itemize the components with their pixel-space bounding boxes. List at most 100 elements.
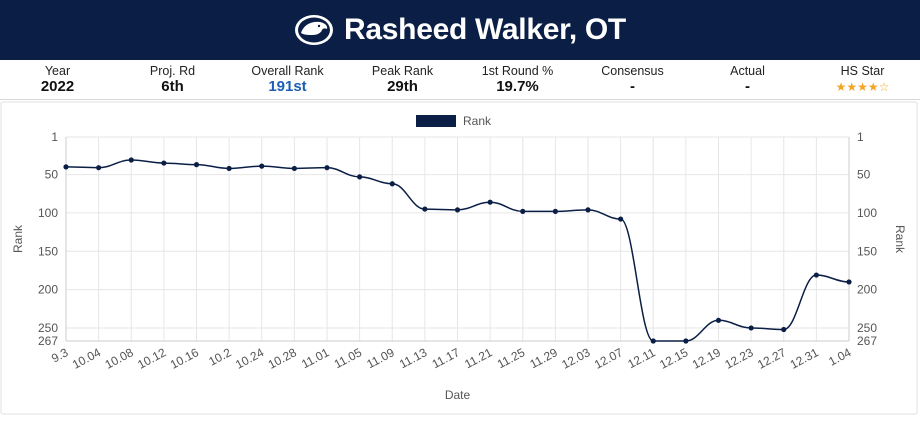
y-tick-label-right: 1 xyxy=(857,130,864,144)
x-tick-label: 12.15 xyxy=(657,345,690,372)
rank-data-point xyxy=(454,207,461,213)
stat-value: 191st xyxy=(268,78,307,95)
rank-data-point xyxy=(291,165,297,172)
legend-swatch xyxy=(416,115,456,127)
star-filled-icon: ★ xyxy=(835,80,847,94)
stat-label: Year xyxy=(44,64,71,78)
stat-first-round-pct: 1st Round % 19.7% xyxy=(460,60,575,99)
y-tick-label-right: 150 xyxy=(857,244,877,258)
rank-data-point xyxy=(618,216,624,222)
y-tick-label-left: 250 xyxy=(38,321,58,335)
rank-data-point xyxy=(552,208,558,214)
rank-data-point xyxy=(324,165,330,171)
stat-label: HS Star xyxy=(840,64,885,78)
y-tick-label-right: 250 xyxy=(857,321,877,335)
x-tick-label: 12.07 xyxy=(592,345,625,372)
stat-label: Proj. Rd xyxy=(149,64,196,78)
rank-data-point xyxy=(487,199,493,205)
stat-value: - xyxy=(630,78,635,95)
x-tick-label: 11.13 xyxy=(397,345,430,371)
x-tick-label: 10.16 xyxy=(168,345,201,372)
x-tick-label: 1.04 xyxy=(826,345,853,368)
rank-data-point xyxy=(422,206,428,212)
x-tick-label: 10.2 xyxy=(206,345,233,368)
header-banner: Rasheed Walker, OT xyxy=(0,0,920,60)
rank-data-point xyxy=(683,338,689,344)
x-tick-label: 11.09 xyxy=(364,345,397,371)
x-tick-label: 11.05 xyxy=(332,345,365,371)
stat-value: 19.7% xyxy=(496,78,539,95)
rank-chart: 1 1 50 50 100 100 150 150 200 200 250 250 267 267 9.3 1… xyxy=(0,101,920,418)
stat-label: Overall Rank xyxy=(251,64,324,78)
stat-consensus: Consensus - xyxy=(575,60,690,99)
rank-data-point xyxy=(748,325,754,331)
y-axis-title-right: Rank xyxy=(893,225,907,254)
x-tick-label: 12.23 xyxy=(722,345,755,372)
stat-value: 2022 xyxy=(40,78,75,95)
star-rating: ★★★★☆ xyxy=(836,78,890,96)
star-filled-icon: ★ xyxy=(857,80,868,94)
y-tick-label-left: 100 xyxy=(38,206,58,220)
stat-value: 29th xyxy=(387,78,418,95)
rank-data-point xyxy=(781,326,787,333)
y-tick-label-right: 200 xyxy=(857,283,877,297)
stat-label: Actual xyxy=(730,64,765,78)
y-tick-label-right: 100 xyxy=(857,206,877,220)
y-tick-label-right: 50 xyxy=(857,168,871,182)
legend-label: Rank xyxy=(463,114,492,128)
y-tick-label-left: 200 xyxy=(38,283,58,297)
y-tick-label-left: 150 xyxy=(38,244,58,258)
x-tick-label: 10.12 xyxy=(135,345,168,372)
rank-data-point xyxy=(128,157,134,163)
x-axis-title: Date xyxy=(445,388,471,402)
stat-hs-star: HS Star ★★★★☆ xyxy=(805,60,920,99)
x-tick-label: 12.19 xyxy=(690,345,723,372)
rank-data-point xyxy=(715,317,722,323)
x-tick-label: 11.29 xyxy=(527,345,560,371)
rank-data-point xyxy=(96,165,102,171)
rank-data-point xyxy=(259,163,265,169)
stats-bar: Year 2022 Proj. Rd 6th Overall Rank 191s… xyxy=(0,60,920,100)
rank-data-point xyxy=(389,181,395,187)
x-tick-label: 12.27 xyxy=(755,345,788,372)
star-filled-icon: ★ xyxy=(867,80,879,94)
rank-data-point xyxy=(63,164,69,170)
x-tick-label: 11.21 xyxy=(462,345,495,371)
x-tick-label: 10.28 xyxy=(266,345,299,372)
rank-data-point xyxy=(813,272,819,278)
rank-data-point xyxy=(161,160,167,166)
x-tick-label: 9.3 xyxy=(49,345,71,365)
rank-data-point xyxy=(585,207,591,213)
x-tick-label: 12.03 xyxy=(559,345,592,372)
header-inner: Rasheed Walker, OT xyxy=(294,13,626,47)
stat-peak-rank: Peak Rank 29th xyxy=(345,60,460,99)
x-tick-label: 12.31 xyxy=(788,345,821,372)
rank-data-point xyxy=(357,174,363,180)
y-tick-label-left: 50 xyxy=(45,168,59,182)
rank-data-point xyxy=(846,279,852,285)
stat-label: Consensus xyxy=(601,64,664,78)
y-tick-label-left: 1 xyxy=(51,130,58,144)
star-filled-icon: ★ xyxy=(846,80,858,94)
x-tick-label: 10.24 xyxy=(233,345,266,372)
stat-actual: Actual - xyxy=(690,60,805,99)
rank-data-point xyxy=(226,165,232,172)
y-tick-label-right: 267 xyxy=(857,334,877,348)
stat-label: Peak Rank xyxy=(371,64,434,78)
rank-data-point xyxy=(193,162,200,168)
stat-value: 6th xyxy=(161,78,184,95)
y-tick-label-left: 267 xyxy=(38,334,58,348)
stat-value: - xyxy=(745,78,750,95)
rank-data-point xyxy=(520,208,526,214)
page-title: Rasheed Walker, OT xyxy=(344,13,626,46)
x-tick-label: 12.11 xyxy=(625,345,658,371)
x-tick-label: 11.25 xyxy=(495,345,528,371)
rank-data-point xyxy=(650,338,656,344)
chart-card-border xyxy=(0,101,918,415)
nittany-lion-icon xyxy=(295,15,334,45)
star-empty-icon: ☆ xyxy=(878,80,890,94)
x-tick-label: 11.17 xyxy=(430,345,463,371)
stat-year: Year 2022 xyxy=(0,60,115,99)
x-tick-label: 10.08 xyxy=(103,345,136,372)
